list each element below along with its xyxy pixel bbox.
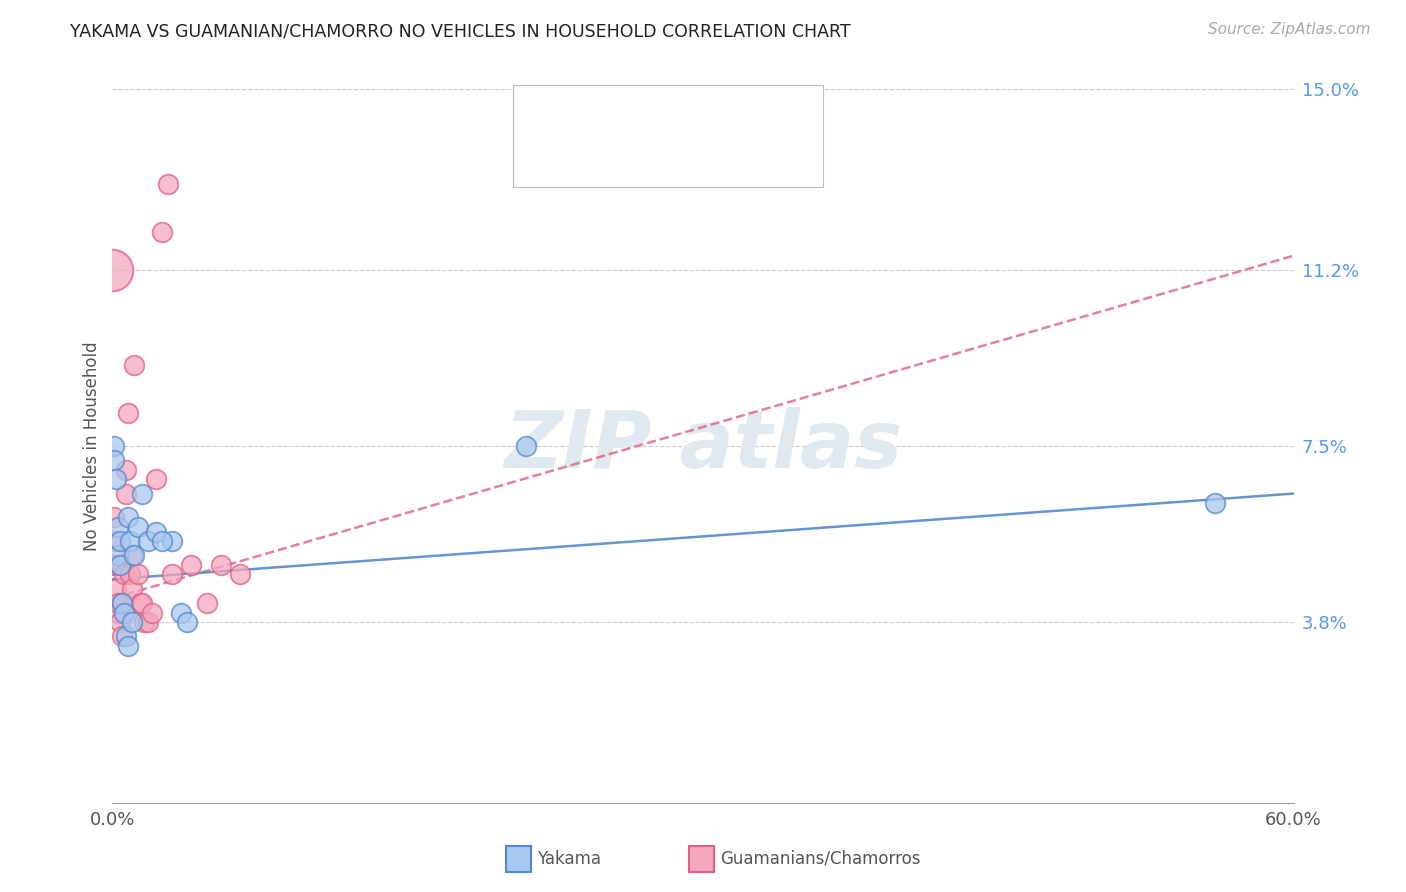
Point: [117, 510, 139, 524]
Point: [105, 472, 128, 486]
Text: Yakama: Yakama: [537, 850, 602, 868]
Point: [180, 558, 202, 572]
Point: [127, 567, 149, 582]
Point: [110, 534, 132, 549]
Point: [110, 558, 132, 572]
Point: [145, 472, 167, 486]
Point: [120, 567, 142, 582]
Point: [136, 534, 159, 549]
Text: ZIP atlas: ZIP atlas: [503, 407, 903, 485]
Text: N =: N =: [659, 151, 711, 169]
Point: [515, 439, 537, 453]
Point: [107, 596, 129, 610]
Point: [112, 606, 135, 620]
Point: [121, 582, 143, 596]
Text: 33: 33: [702, 151, 724, 169]
Point: [129, 596, 152, 610]
Point: [131, 596, 153, 610]
Point: [121, 615, 143, 629]
Text: 0.123: 0.123: [607, 151, 659, 169]
Point: [115, 463, 138, 477]
Text: Source: ZipAtlas.com: Source: ZipAtlas.com: [1208, 22, 1371, 37]
Point: [1204, 496, 1226, 510]
Text: N =: N =: [659, 108, 711, 127]
Point: [112, 567, 135, 582]
Point: [122, 358, 145, 372]
Point: [160, 534, 183, 549]
Point: [156, 178, 179, 192]
Point: [141, 606, 163, 620]
Text: Guamanians/Chamorros: Guamanians/Chamorros: [720, 850, 921, 868]
Point: [107, 520, 129, 534]
Point: [229, 567, 252, 582]
Point: [150, 225, 173, 239]
Point: [117, 639, 139, 653]
Point: [110, 558, 132, 572]
Point: [107, 606, 129, 620]
Point: [209, 558, 232, 572]
Point: [107, 549, 129, 563]
Point: [115, 629, 138, 643]
Point: [101, 263, 124, 277]
Point: [122, 549, 145, 563]
Point: [111, 596, 134, 610]
Point: [120, 534, 142, 549]
Point: [103, 510, 125, 524]
Point: [176, 615, 198, 629]
Point: [103, 439, 125, 453]
Point: [110, 615, 132, 629]
Point: [121, 549, 143, 563]
Point: [103, 453, 125, 467]
Point: [132, 615, 155, 629]
Point: [103, 534, 125, 549]
Point: [117, 406, 139, 420]
Point: [145, 524, 167, 539]
Point: [131, 486, 153, 500]
Point: [105, 582, 128, 596]
Y-axis label: No Vehicles in Household: No Vehicles in Household: [83, 341, 101, 551]
Point: [111, 629, 134, 643]
Point: [170, 606, 193, 620]
Point: [127, 520, 149, 534]
Point: [150, 534, 173, 549]
Point: [160, 567, 183, 582]
Point: [111, 596, 134, 610]
Point: [103, 558, 125, 572]
Text: R =: R =: [568, 151, 619, 169]
Point: [136, 615, 159, 629]
Text: 0.059: 0.059: [607, 108, 658, 127]
Text: R =: R =: [568, 108, 619, 127]
Text: YAKAMA VS GUAMANIAN/CHAMORRO NO VEHICLES IN HOUSEHOLD CORRELATION CHART: YAKAMA VS GUAMANIAN/CHAMORRO NO VEHICLES…: [70, 22, 851, 40]
Text: 25: 25: [702, 108, 724, 127]
Point: [195, 596, 218, 610]
Point: [115, 486, 138, 500]
Point: [105, 558, 128, 572]
